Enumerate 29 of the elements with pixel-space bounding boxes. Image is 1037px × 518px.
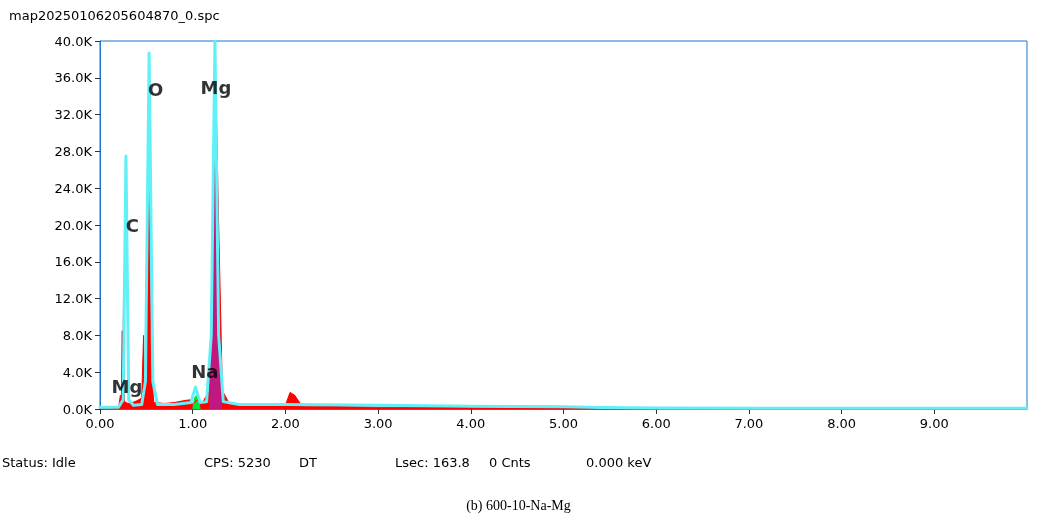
y-tick-label: 8.0K: [62, 327, 93, 343]
x-tick-label: 6.00: [641, 416, 671, 431]
text: 0.000 keV: [586, 455, 652, 470]
y-tick-label: 12.0K: [54, 291, 93, 307]
y-tick-label: 36.0K: [54, 70, 93, 86]
y-tick-label: 16.0K: [54, 254, 93, 270]
x-tick-label: 5.00: [549, 416, 578, 431]
y-tick-label: 40.0K: [54, 33, 93, 49]
x-tick-label: 9.00: [919, 416, 949, 431]
y-tick-label: 4.0K: [62, 364, 93, 380]
text: DT: [299, 455, 318, 470]
x-tick-label: 0.00: [85, 416, 115, 431]
x-tick-label: 8.00: [827, 416, 857, 431]
text: CPS: 5230: [204, 455, 271, 470]
y-tick-label: 0.0K: [62, 401, 93, 417]
chart-title: map20250106205604870_0.spc: [9, 8, 220, 23]
text: (b) 600-10-Na-Mg: [466, 497, 571, 514]
y-tick-label: 24.0K: [54, 180, 93, 196]
text: 0 Cnts: [489, 455, 531, 470]
text: Lsec: 163.8: [395, 455, 470, 470]
x-tick-label: 7.00: [734, 416, 764, 431]
x-tick-label: 3.00: [363, 416, 393, 431]
y-tick-label: 32.0K: [54, 107, 93, 123]
text: Status: Idle: [2, 455, 76, 470]
y-tick-label: 28.0K: [54, 143, 93, 159]
x-tick-label: 2.00: [270, 416, 300, 431]
x-tick-label: 4.00: [456, 416, 486, 431]
y-tick-label: 20.0K: [54, 217, 93, 233]
x-tick-label: 1.00: [178, 416, 208, 431]
